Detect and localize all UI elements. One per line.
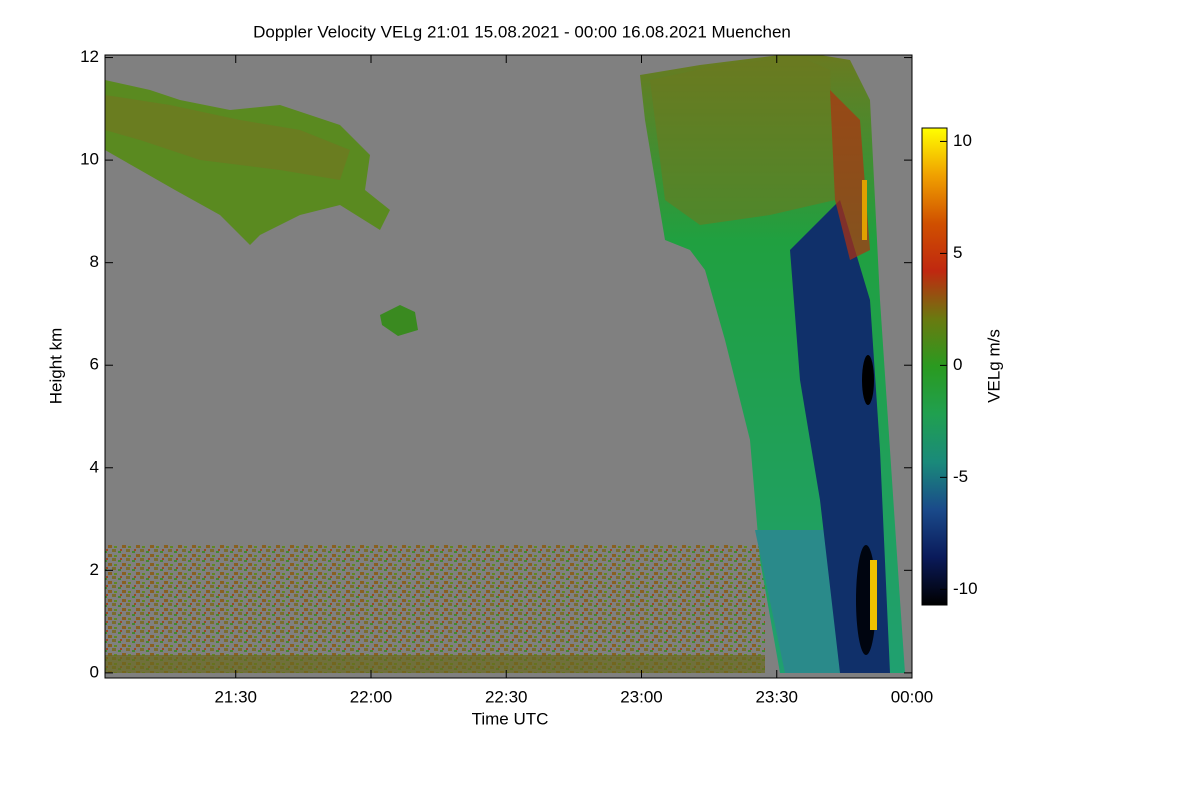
y-tick-label: 10 [80,150,99,169]
x-tick-label: 22:00 [350,687,393,706]
colorbar-tick-label: 0 [953,355,962,374]
plot-frame [104,54,913,679]
y-tick-label: 6 [90,355,99,374]
colorbar-tick-label: -10 [953,579,978,598]
colorbar-tick-label: 10 [953,131,972,150]
y-tick-label: 12 [80,47,99,66]
colorbar-tick-label: -5 [953,467,968,486]
x-tick-label: 22:30 [485,687,528,706]
chart-title: Doppler Velocity VELg 21:01 15.08.2021 -… [253,22,791,41]
y-axis-label: Height km [46,328,65,405]
x-tick-label: 00:00 [891,687,934,706]
y-tick-label: 8 [90,252,99,271]
y-tick-label: 2 [90,560,99,579]
y-tick-label: 0 [90,662,99,681]
velocity-field [105,55,905,673]
colorbar-label: VELg m/s [984,329,1003,403]
y-tick-label: 4 [90,457,99,476]
x-axis-label: Time UTC [472,709,549,728]
colorbar-tick-label: 5 [953,243,962,262]
x-tick-label: 23:30 [755,687,798,706]
x-tick-label: 21:30 [214,687,257,706]
colorbar [921,127,948,606]
x-tick-label: 23:00 [620,687,663,706]
